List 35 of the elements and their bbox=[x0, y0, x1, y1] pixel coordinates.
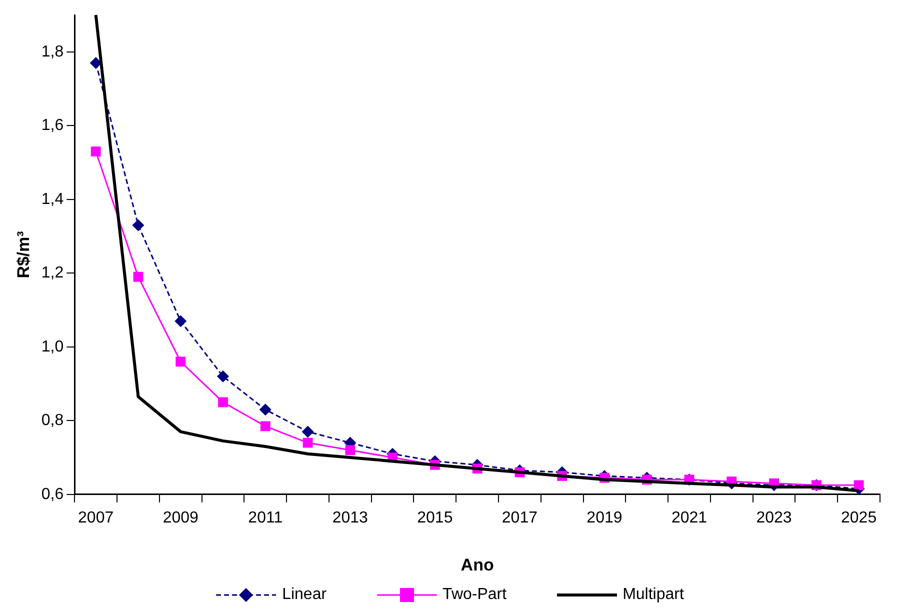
y-tick-label: 0,6 bbox=[41, 486, 64, 503]
point bbox=[176, 356, 186, 367]
point bbox=[302, 426, 314, 438]
x-tick-label: 2019 bbox=[586, 509, 622, 526]
y-tick-label: 1,2 bbox=[41, 264, 64, 282]
x-tick-label: 2013 bbox=[332, 509, 368, 526]
legend-label: Multipart bbox=[622, 586, 684, 604]
x-tick-label: 2009 bbox=[162, 509, 199, 526]
point bbox=[218, 397, 228, 408]
x-axis-title: Ano bbox=[460, 555, 494, 574]
point bbox=[90, 146, 101, 156]
y-tick-label: 1,0 bbox=[41, 338, 64, 356]
x-tick-label: 2007 bbox=[78, 509, 114, 526]
x-tick-label: 2011 bbox=[248, 509, 283, 526]
y-tick-label: 1,4 bbox=[41, 190, 64, 208]
x-tick-label: 2025 bbox=[841, 509, 877, 526]
legend-label: Linear bbox=[282, 586, 327, 604]
x-tick-label: 2023 bbox=[756, 509, 792, 526]
y-tick-label: 0,8 bbox=[41, 412, 64, 430]
point bbox=[217, 370, 229, 382]
y-axis-title: R$/m³ bbox=[14, 230, 33, 278]
legend-label: Two-Part bbox=[442, 586, 507, 604]
point bbox=[132, 219, 144, 232]
y-tick-label: 1,8 bbox=[41, 43, 64, 60]
point bbox=[174, 315, 187, 328]
point bbox=[302, 438, 313, 448]
point bbox=[133, 272, 144, 282]
point bbox=[854, 480, 864, 490]
point bbox=[345, 445, 356, 456]
x-tick-label: 2021 bbox=[671, 509, 708, 526]
point bbox=[260, 421, 270, 432]
y-tick-label: 1,6 bbox=[41, 117, 64, 134]
point bbox=[259, 404, 272, 416]
x-tick-label: 2017 bbox=[502, 509, 538, 526]
x-tick-label: 2015 bbox=[417, 509, 453, 526]
